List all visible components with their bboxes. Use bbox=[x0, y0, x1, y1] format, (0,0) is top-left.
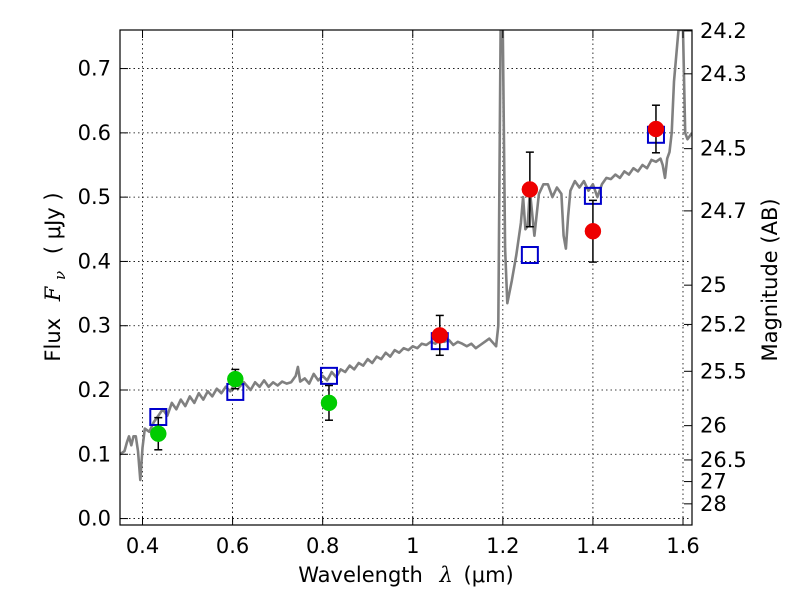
x-tick-label: 1.4 bbox=[576, 534, 609, 558]
model-photometry-square bbox=[520, 246, 539, 264]
axis-ticks: 0.4 0.6 0.8 1 1.2 1.4 1.6 0.0 0.1 0.2 0.3 0.4 0.5 0.6… bbox=[78, 19, 747, 558]
y-axis-title: Flux bbox=[41, 318, 65, 362]
y-axis-right-label: Magnitude (AB) bbox=[758, 198, 782, 361]
observed-optical-point bbox=[320, 394, 338, 412]
observed-nir-point bbox=[431, 327, 449, 344]
mag-tick-label: 27 bbox=[700, 470, 727, 494]
mag-tick-label: 28 bbox=[700, 492, 727, 516]
mag-tick-label: 26 bbox=[700, 414, 727, 438]
mag-tick-label: 24.5 bbox=[700, 137, 747, 161]
plot-background bbox=[120, 30, 692, 525]
observed-nir-point bbox=[521, 181, 539, 198]
data-points bbox=[149, 104, 665, 451]
model-spectrum-line bbox=[120, 30, 692, 482]
mag-tick-label: 25.5 bbox=[700, 359, 747, 383]
y-tick-label: 0.5 bbox=[78, 185, 111, 209]
observed-nir-point bbox=[647, 120, 665, 138]
observed-optical-point bbox=[150, 425, 167, 442]
x-axis-label: Wavelength λ (μm) bbox=[298, 563, 513, 587]
observed-optical-point bbox=[227, 370, 244, 388]
x-axis-unit: (μm) bbox=[464, 563, 514, 587]
observed-nir-point bbox=[584, 222, 602, 240]
mag-tick-label: 25 bbox=[700, 273, 727, 297]
plot-frame bbox=[119, 29, 693, 526]
y-axis-label: Flux F ν ( μJy ) bbox=[41, 192, 70, 361]
y-tick-label: 0.7 bbox=[78, 57, 111, 81]
x-tick-label: 0.4 bbox=[126, 534, 159, 558]
y-axis-unit: ( μJy ) bbox=[41, 192, 65, 254]
x-tick-label: 1 bbox=[406, 534, 419, 558]
x-tick-label: 0.8 bbox=[306, 534, 339, 558]
mag-tick-label: 24.3 bbox=[700, 62, 747, 86]
mag-tick-label: 24.2 bbox=[700, 19, 747, 43]
x-tick-label: 1.2 bbox=[486, 534, 519, 558]
mag-tick-label: 26.5 bbox=[700, 448, 747, 472]
y-tick-label: 0.3 bbox=[78, 314, 111, 338]
x-tick-label: 0.6 bbox=[216, 534, 249, 558]
y-axis-symbol: F bbox=[41, 285, 65, 302]
y-tick-label: 0.1 bbox=[78, 442, 111, 466]
y-tick-label: 0.2 bbox=[78, 378, 111, 402]
y-tick-label: 0.6 bbox=[78, 121, 111, 145]
x-tick-label: 1.6 bbox=[666, 534, 699, 558]
y-tick-label: 0.4 bbox=[78, 249, 111, 273]
y-axis-subscript: ν bbox=[51, 271, 69, 280]
mag-tick-label: 24.7 bbox=[700, 199, 747, 223]
x-axis-title: Wavelength bbox=[298, 563, 423, 587]
model-photometry-square bbox=[319, 366, 338, 385]
model-spectrum bbox=[120, 30, 692, 482]
x-axis-symbol: λ bbox=[439, 563, 453, 587]
y-tick-label: 0.0 bbox=[78, 507, 111, 531]
mag-tick-label: 25.2 bbox=[700, 312, 747, 336]
